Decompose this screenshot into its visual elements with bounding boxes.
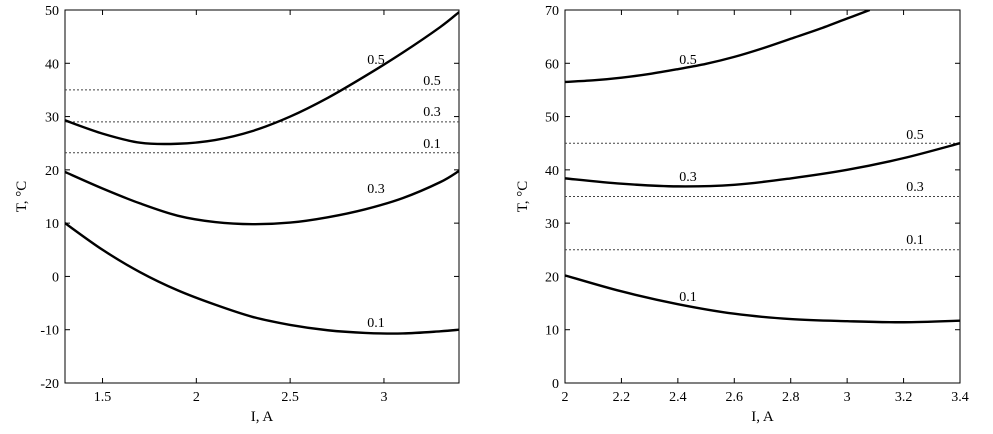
- left-ytick-label: 0: [52, 270, 59, 285]
- right-xtick-label: 3.2: [895, 390, 913, 405]
- right-xtick-label: 2.8: [782, 390, 800, 405]
- left-reference-line-label: 0.3: [423, 105, 441, 120]
- left-ytick-label: 50: [45, 4, 59, 19]
- left-xtick-label: 1.5: [94, 390, 112, 405]
- right-xtick-label: 2.2: [613, 390, 631, 405]
- right-y-axis-label: T, °C: [515, 181, 531, 213]
- right-ytick-label: 20: [545, 270, 559, 285]
- right-reference-line-label: 0.1: [906, 233, 924, 248]
- right-reference-line-label: 0.5: [906, 128, 924, 143]
- left-axes-frame: [64, 9, 460, 384]
- left-reference-line-label: 0.5: [423, 74, 441, 89]
- right-ytick-label: 70: [545, 4, 559, 19]
- right-x-axis-label: I, A: [751, 409, 774, 425]
- left-ytick-label: -10: [40, 324, 59, 339]
- left-series-label: 0.5: [367, 53, 385, 68]
- right-series-line-05: [565, 10, 871, 84]
- right-ytick-label: 10: [545, 324, 559, 339]
- right-ytick-label: 30: [545, 217, 559, 232]
- left-ytick-label: -20: [40, 377, 59, 392]
- right-series-line-01: [565, 274, 960, 324]
- left-xtick-label: 2.5: [281, 390, 299, 405]
- left-ytick-label: 30: [45, 111, 59, 126]
- right-series-label: 0.1: [679, 290, 697, 305]
- left-reference-line-label: 0.1: [423, 137, 441, 152]
- right-xtick-label: 3.4: [951, 390, 969, 405]
- left-xtick-label: 3: [380, 390, 387, 405]
- left-y-axis-label: T, °C: [14, 181, 30, 213]
- right-series-line-03: [565, 142, 960, 188]
- right-ytick-label: 60: [545, 57, 559, 72]
- left-series-line-03: [65, 169, 459, 226]
- right-ytick-label: 50: [545, 111, 559, 126]
- right-xtick-label: 3: [844, 390, 851, 405]
- chart-right: 2 2.2 2.4 2.6 2.8 3 3.2 3.4 0 10 20 30 40 50 60 70 I, A T…: [515, 4, 969, 425]
- right-xtick-label: 2.4: [669, 390, 687, 405]
- left-series-line-05: [65, 11, 459, 146]
- right-series-label: 0.3: [679, 170, 697, 185]
- right-series-label: 0.5: [679, 53, 697, 68]
- chart-left: 1.5 2 2.5 3 -20 -10 0 10 20 30 40 50 I, A T, °C 0.5 0.3…: [14, 4, 460, 425]
- right-reference-line-label: 0.3: [906, 180, 924, 195]
- left-series-label: 0.3: [367, 182, 385, 197]
- left-xtick-label: 2: [193, 390, 200, 405]
- left-ytick-label: 10: [45, 217, 59, 232]
- right-ytick-label: 0: [552, 377, 559, 392]
- right-ytick-label: 40: [545, 164, 559, 179]
- right-xtick-label: 2.6: [726, 390, 744, 405]
- left-series-label: 0.1: [367, 316, 385, 331]
- right-xtick-label: 2: [562, 390, 569, 405]
- left-x-axis-label: I, A: [251, 409, 274, 425]
- left-ytick-label: 40: [45, 57, 59, 72]
- left-series-line-01: [65, 222, 459, 335]
- left-ytick-label: 20: [45, 164, 59, 179]
